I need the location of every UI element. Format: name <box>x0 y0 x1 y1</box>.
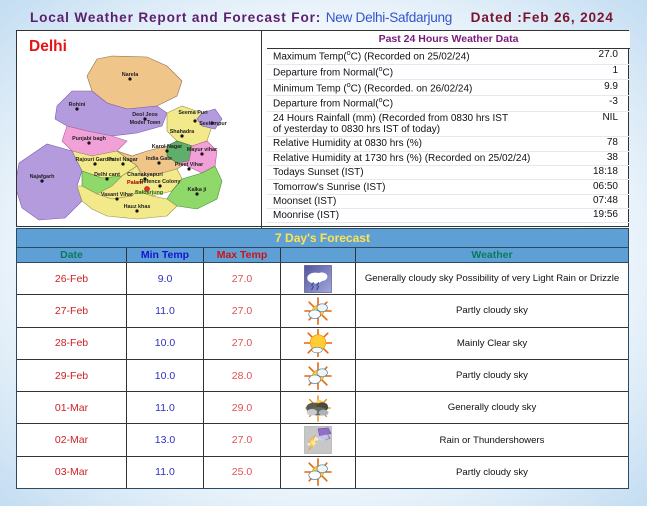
svg-text:Preet Vihar: Preet Vihar <box>175 162 204 168</box>
svg-text:Hauz khas: Hauz khas <box>124 204 151 210</box>
svg-text:Vasant Vihar: Vasant Vihar <box>101 192 134 198</box>
svg-text:Karol Nagar: Karol Nagar <box>152 144 183 150</box>
svg-text:Safdarjung: Safdarjung <box>135 190 163 196</box>
svg-text:Rohini: Rohini <box>69 102 86 108</box>
svg-text:Palam: Palam <box>127 180 143 186</box>
svg-text:Seelampur: Seelampur <box>199 121 227 127</box>
svg-text:Shahadra: Shahadra <box>170 129 196 135</box>
svg-text:Najafgarh: Najafgarh <box>30 174 55 180</box>
svg-text:Defence Colony: Defence Colony <box>140 179 181 185</box>
svg-text:Narela: Narela <box>122 72 139 78</box>
svg-text:Patel Nagar: Patel Nagar <box>108 157 139 163</box>
svg-text:Mayur vihar: Mayur vihar <box>187 147 218 153</box>
svg-text:India Gate: India Gate <box>146 156 172 162</box>
svg-text:Model Town: Model Town <box>130 120 161 126</box>
svg-text:Chanakyapuri: Chanakyapuri <box>127 172 163 178</box>
svg-text:Punjabi bagh: Punjabi bagh <box>72 136 106 142</box>
svg-text:Seema Puri: Seema Puri <box>178 110 208 116</box>
svg-text:Kalka ji: Kalka ji <box>188 187 207 193</box>
svg-text:Deol Jeos: Deol Jeos <box>132 112 157 118</box>
svg-text:Delhi cant: Delhi cant <box>94 172 120 178</box>
